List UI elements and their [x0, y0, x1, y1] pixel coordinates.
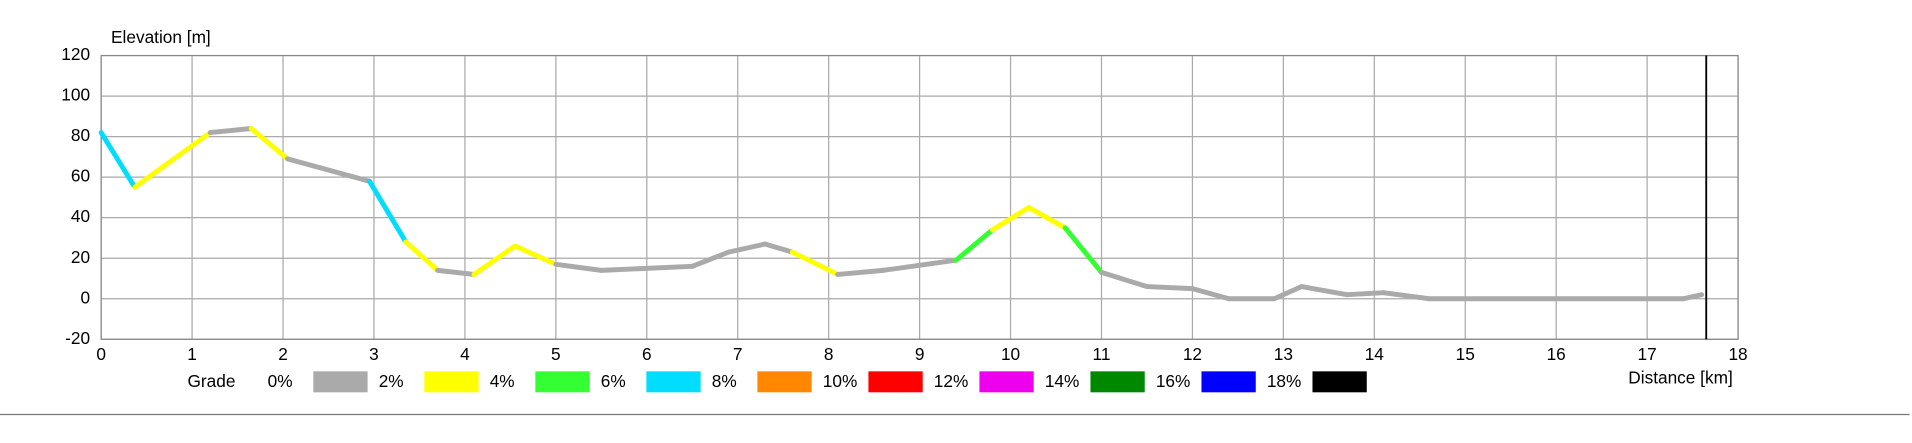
y-tick-label: 20 [71, 247, 90, 267]
legend-swatch [1090, 371, 1145, 393]
legend-label: 2% [379, 371, 404, 391]
y-tick-label: 100 [61, 85, 90, 105]
x-tick-label: 2 [278, 344, 288, 364]
elevation-segment [1026, 205, 1068, 231]
y-tick-label: 80 [71, 125, 90, 145]
elevation-segment [1299, 284, 1350, 298]
x-tick-label: 12 [1183, 344, 1202, 364]
legend-swatch [535, 371, 590, 393]
elevation-segment [403, 239, 441, 273]
x-tick-label: 18 [1728, 344, 1747, 364]
legend-swatch [646, 371, 701, 393]
elevation-segment [366, 178, 409, 245]
legend-swatch [313, 371, 368, 393]
legend-title: Grade [187, 371, 235, 391]
elevation-segment [132, 130, 213, 190]
elevation-segment [285, 156, 372, 184]
elevation-segment [880, 257, 959, 273]
y-tick-label: 60 [71, 166, 90, 186]
elevation-segment [512, 243, 559, 267]
legend-swatch [1312, 371, 1367, 393]
x-tick-label: 6 [642, 344, 652, 364]
legend-swatch [757, 371, 812, 393]
elevation-segment [1099, 269, 1150, 290]
elevation-segment [1681, 292, 1705, 302]
y-tick-label: 120 [61, 44, 90, 64]
elevation-segment [1144, 284, 1195, 292]
elevation-segment [471, 243, 518, 277]
x-axis-label: Distance [km] [1628, 367, 1733, 387]
legend-label: 16% [1156, 371, 1191, 391]
x-tick-label: 17 [1638, 344, 1657, 364]
x-tick-label: 5 [551, 344, 561, 364]
legend-label: 14% [1045, 371, 1080, 391]
x-tick-label: 14 [1365, 344, 1385, 364]
elevation-segment [1344, 290, 1386, 298]
x-tick-label: 0 [96, 344, 106, 364]
legend-swatch [979, 371, 1034, 393]
x-tick-label: 10 [1001, 344, 1020, 364]
y-tick-label: -20 [65, 328, 90, 348]
elevation-segment [207, 126, 254, 136]
elevation-segment [689, 249, 732, 269]
elevation-segment [598, 263, 695, 273]
legend-label: 4% [490, 371, 515, 391]
elevation-segment [762, 241, 795, 255]
x-tick-label: 9 [915, 344, 925, 364]
elevation-segment [953, 227, 995, 263]
legend-swatch [1201, 371, 1256, 393]
y-axis-label: Elevation [m] [111, 27, 211, 47]
elevation-segment [1062, 225, 1104, 275]
x-tick-label: 1 [187, 344, 197, 364]
elevation-segment [553, 261, 604, 273]
legend-label: 18% [1267, 371, 1302, 391]
legend-swatch [424, 371, 479, 393]
y-tick-label: 0 [80, 287, 90, 307]
legend-swatch [868, 371, 923, 393]
y-tick-label: 40 [71, 206, 90, 226]
x-tick-label: 8 [824, 344, 834, 364]
elevation-segment [248, 126, 291, 162]
elevation-segment [726, 241, 768, 255]
legend-label: 6% [601, 371, 626, 391]
x-tick-label: 4 [460, 344, 470, 364]
elevation-segment [98, 130, 138, 190]
elevation-segment [1189, 286, 1232, 302]
legend-label: 0% [268, 371, 293, 391]
elevation-segment [989, 205, 1032, 233]
elevation-segment [1271, 284, 1305, 302]
elevation-segment [789, 249, 841, 277]
elevation-segment [835, 267, 886, 277]
x-tick-label: 11 [1093, 344, 1111, 364]
x-tick-label: 7 [733, 344, 743, 364]
plot-frame [100, 54, 1739, 340]
elevation-segment [435, 267, 477, 277]
x-tick-label: 16 [1547, 344, 1566, 364]
x-tick-label: 15 [1456, 344, 1475, 364]
x-tick-label: 3 [369, 344, 379, 364]
legend-label: 12% [934, 371, 969, 391]
x-tick-label: 13 [1274, 344, 1293, 364]
elevation-segment [1380, 290, 1432, 302]
legend-label: 8% [712, 371, 737, 391]
legend-label: 10% [823, 371, 858, 391]
